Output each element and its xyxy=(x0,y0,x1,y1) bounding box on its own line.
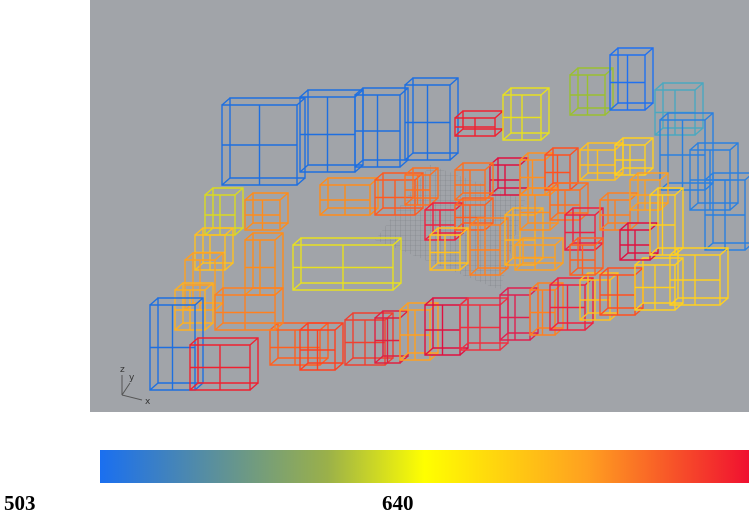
legend-min-label: 503 xyxy=(4,491,36,515)
color-legend-bar xyxy=(100,450,749,483)
axis-label-x: x xyxy=(145,397,151,407)
axis-label-z: z xyxy=(120,365,125,375)
axis-label-y: y xyxy=(129,373,135,383)
screen: z y x 503 640 xyxy=(0,0,749,523)
legend-mid-label: 640 xyxy=(382,491,414,515)
